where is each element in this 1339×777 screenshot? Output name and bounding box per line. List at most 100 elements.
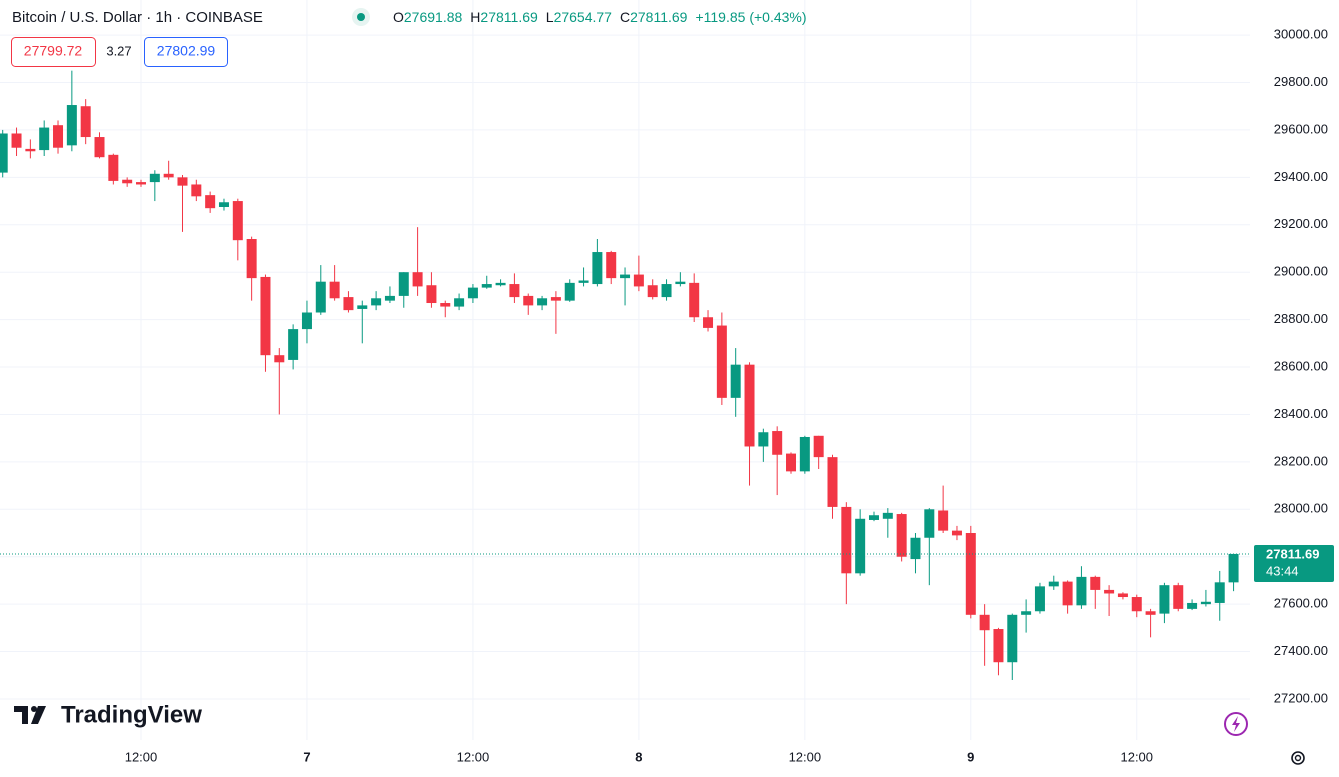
candle-body <box>1104 589 1115 594</box>
y-tick-label: 29600.00 <box>1274 121 1328 136</box>
candle-body <box>1145 611 1156 615</box>
bid-box[interactable] <box>11 37 96 67</box>
candle-body <box>246 239 257 279</box>
last-price-label: 27811.69 <box>1266 546 1320 561</box>
candle-body <box>357 305 368 309</box>
candle-body <box>578 280 589 283</box>
y-tick-label: 27200.00 <box>1274 690 1328 705</box>
candle-body <box>896 514 907 557</box>
candle-body <box>758 432 769 447</box>
x-tick-label: 12:00 <box>457 749 490 764</box>
candle-body <box>924 509 935 538</box>
y-tick-label: 27600.00 <box>1274 596 1328 611</box>
candle-body <box>772 431 783 455</box>
y-tick-label: 28000.00 <box>1274 501 1328 516</box>
candle-body <box>343 297 354 311</box>
candle-body <box>882 512 893 519</box>
ohlc-key: L <box>546 9 554 25</box>
candle-body <box>0 133 8 173</box>
y-tick-label: 27400.00 <box>1274 643 1328 658</box>
overlay: 27200.0027400.0027600.0027800.0028000.00… <box>0 27 1334 764</box>
y-tick-label: 28600.00 <box>1274 358 1328 373</box>
y-tick-label: 28400.00 <box>1274 406 1328 421</box>
candle-body <box>744 364 755 447</box>
candle-body <box>1062 581 1073 606</box>
candle-body <box>827 457 838 507</box>
candle-body <box>979 614 990 631</box>
candle-body <box>260 276 271 356</box>
candle-body <box>786 453 797 472</box>
candle-body <box>523 295 534 306</box>
candle-body <box>1021 611 1032 615</box>
candle-body <box>467 287 478 299</box>
candle-body <box>1228 553 1239 583</box>
candle-body <box>1173 585 1184 609</box>
candle-body <box>633 274 644 287</box>
spread: 3.27 <box>106 43 131 58</box>
candle-body <box>288 329 299 360</box>
candle-body <box>1131 597 1142 612</box>
candle-body <box>108 154 119 181</box>
grid <box>0 0 1250 740</box>
candle-body <box>39 127 50 151</box>
countdown: 43:44 <box>1266 563 1299 578</box>
y-tick-label: 30000.00 <box>1274 27 1328 42</box>
x-tick-label: 7 <box>303 749 310 764</box>
candle-body <box>191 184 202 197</box>
candle-body <box>315 281 326 313</box>
ohlc-value: 27691.88 <box>404 9 463 25</box>
candle-body <box>205 195 216 209</box>
candle-body <box>1076 576 1087 606</box>
candle-body <box>384 295 395 301</box>
settings-icon[interactable] <box>1291 751 1305 765</box>
candle-body <box>993 629 1004 663</box>
candle-body <box>689 282 700 318</box>
candle-body <box>177 177 188 186</box>
candle-body <box>592 252 603 285</box>
alert-bolt <box>1232 716 1240 732</box>
candle-body <box>550 297 561 301</box>
candle-body <box>813 435 824 458</box>
candle-body <box>122 179 133 184</box>
candle-body <box>163 173 174 178</box>
candle-body <box>509 284 520 298</box>
candle-body <box>1159 585 1170 614</box>
candle-body <box>440 303 451 307</box>
candle-body <box>274 355 285 363</box>
candle-body <box>564 282 575 301</box>
candle-body <box>25 148 36 152</box>
candle-body <box>1007 614 1018 663</box>
candle-body <box>703 317 714 328</box>
ohlc-key: H <box>470 9 480 25</box>
candle-body <box>454 298 465 307</box>
candle-body <box>841 506 852 574</box>
candle-body <box>910 537 921 560</box>
candle-body <box>218 202 229 207</box>
candle-body <box>537 298 548 306</box>
y-tick-label: 29200.00 <box>1274 216 1328 231</box>
candle-body <box>938 510 949 531</box>
candle-body <box>371 298 382 306</box>
candle-body <box>412 272 423 287</box>
y-tick-label: 29800.00 <box>1274 74 1328 89</box>
x-tick-label: 12:00 <box>1120 749 1153 764</box>
candle-body <box>1090 576 1101 590</box>
candle-body <box>799 436 810 472</box>
candle-body <box>965 533 976 615</box>
candle-body <box>1048 581 1059 587</box>
candles <box>0 70 1239 681</box>
x-tick-label: 12:00 <box>125 749 158 764</box>
candle-body <box>1214 582 1225 603</box>
alert-icon[interactable] <box>1224 712 1248 736</box>
candle-body <box>11 133 22 148</box>
candle-body <box>136 182 146 185</box>
watermark: TradingView <box>61 701 202 728</box>
ask-box[interactable] <box>144 37 228 67</box>
candle-body <box>675 281 686 285</box>
candle-body <box>606 252 617 279</box>
candle-body <box>647 285 658 298</box>
y-tick-label: 29400.00 <box>1274 169 1328 184</box>
candle-body <box>868 515 879 520</box>
candle-body <box>66 105 77 146</box>
ohlc-key: C <box>620 9 630 25</box>
